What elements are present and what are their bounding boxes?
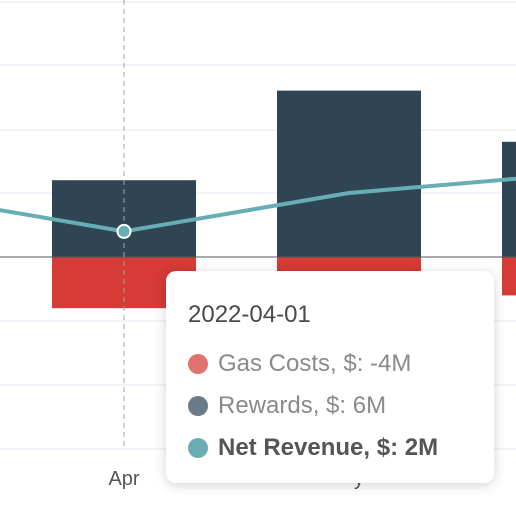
tooltip-date: 2022-04-01 — [188, 301, 311, 328]
gas-costs-legend-dot — [188, 354, 208, 374]
rewards-bar — [277, 90, 421, 257]
net-revenue-legend-dot — [188, 438, 208, 458]
rewards-bar — [502, 141, 516, 257]
tooltip-row-net-revenue: Net Revenue, $: 2M — [188, 427, 494, 469]
tooltip-row-label: Gas Costs, $: -4M — [218, 350, 412, 377]
rewards-legend-dot — [188, 396, 208, 416]
tooltip-row-label: Rewards, $: 6M — [218, 392, 387, 419]
chart-tooltip: 2022-04-01 Gas Costs, $: -4M Rewards, $:… — [166, 271, 494, 483]
tooltip-row-gas-costs: Gas Costs, $: -4M — [188, 343, 494, 385]
tooltip-row-label: Net Revenue, $: 2M — [218, 434, 439, 461]
tooltip-row-rewards: Rewards, $: 6M — [188, 385, 494, 427]
net-revenue-line — [0, 176, 516, 234]
gas-costs-bar — [502, 257, 516, 296]
x-tick-label: Apr — [108, 468, 139, 490]
net-revenue-point — [116, 223, 132, 239]
